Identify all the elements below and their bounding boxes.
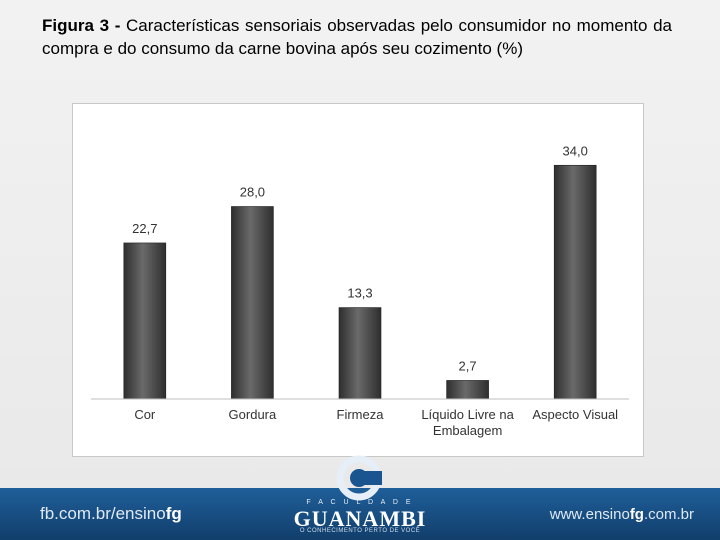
facebook-link[interactable]: fb.com.br/ensinofg <box>40 504 182 523</box>
data-label-1: 28,0 <box>240 185 265 200</box>
category-label-3: Líquido Livre na Embalagem <box>421 407 514 438</box>
data-label-2: 13,3 <box>347 286 372 301</box>
bar-3 <box>446 380 489 400</box>
logo-subtitle: F A C U L D A D E <box>306 499 414 506</box>
bar-2 <box>338 307 382 400</box>
logo-name: GUANAMBI <box>293 506 427 531</box>
category-label-1: Gordura <box>229 407 277 422</box>
bar-1 <box>231 206 274 400</box>
category-label-2: Firmeza <box>337 407 385 422</box>
bar-chart: 22,7 Cor 28,0 Gordura 13,3 Firmeza 2,7 Líquido … <box>91 143 629 438</box>
caption-text: Características sensoriais observadas pe… <box>42 16 672 58</box>
category-label-4: Aspecto Visual <box>532 407 618 422</box>
data-label-3: 2,7 <box>459 358 477 373</box>
bar-0 <box>123 242 167 400</box>
figure-caption: Figura 3 - Características sensoriais ob… <box>42 14 672 60</box>
caption-label: Figura 3 - <box>42 16 121 35</box>
category-label-0: Cor <box>134 407 156 422</box>
data-label-0: 22,7 <box>132 221 157 236</box>
logo-ring-icon <box>336 455 382 501</box>
data-label-4: 34,0 <box>563 143 588 158</box>
chart-frame: 22,7 Cor 28,0 Gordura 13,3 Firmeza 2,7 Líquido … <box>72 103 644 457</box>
bar-4 <box>553 164 597 400</box>
logo-tagline: O CONHECIMENTO PERTO DE VOCÊ <box>299 528 421 534</box>
website-link[interactable]: www.ensinofg.com.br <box>549 506 694 523</box>
